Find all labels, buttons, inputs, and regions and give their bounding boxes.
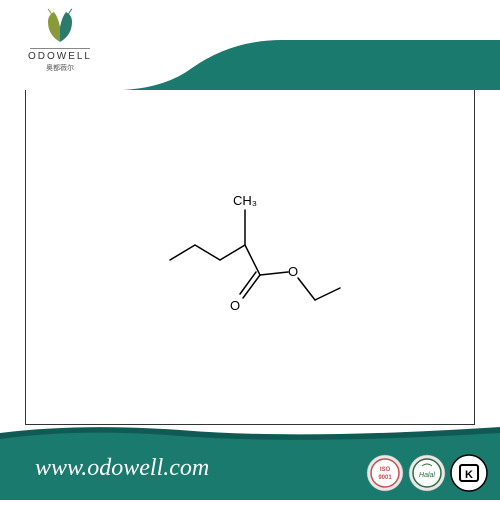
svg-text:Halal: Halal — [419, 472, 435, 479]
certification-badges: ISO 9001 Halal K — [366, 454, 488, 492]
brand-subtitle: 奥都薇尔 — [10, 63, 110, 73]
svg-text:ISO: ISO — [380, 467, 391, 473]
svg-text:K: K — [465, 469, 473, 481]
iso-badge: ISO 9001 — [366, 454, 404, 492]
brand-name: ODOWELL — [10, 51, 110, 62]
leaf-icon — [40, 7, 80, 47]
brand-logo: ODOWELL 奥都薇尔 — [10, 5, 110, 90]
label-o1: O — [230, 298, 240, 313]
chemical-structure: CH₃ O O — [150, 150, 350, 330]
label-ch3: CH₃ — [233, 193, 257, 208]
label-o2: O — [288, 264, 298, 279]
halal-badge: Halal — [408, 454, 446, 492]
kosher-badge: K — [450, 454, 488, 492]
svg-text:9001: 9001 — [378, 475, 392, 481]
footer-url[interactable]: www.odowell.com — [35, 455, 209, 482]
